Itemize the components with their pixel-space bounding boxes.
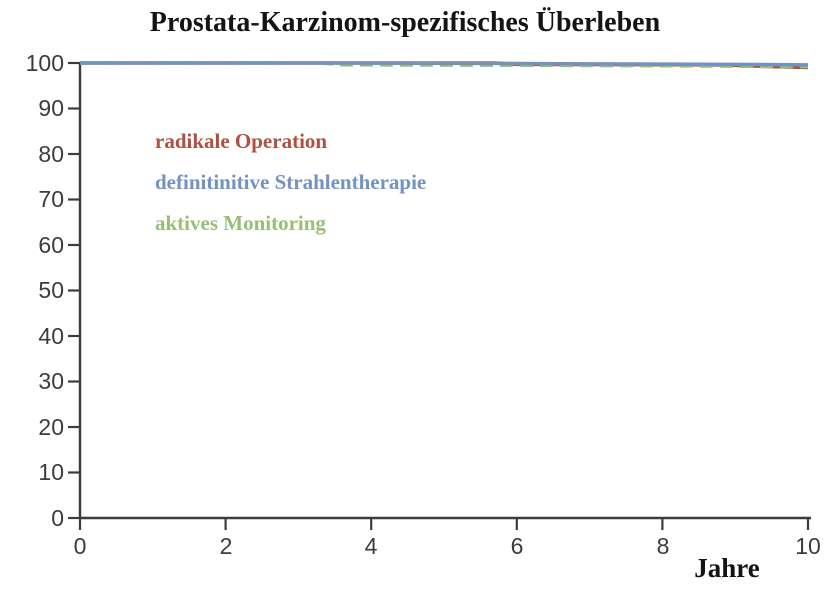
chart-title: Prostata-Karzinom-spezifisches Überleben [149,7,661,38]
y-tick-label: 90 [38,95,64,121]
x-axis-title: Jahre [694,553,760,583]
x-tick-label: 8 [656,533,670,559]
y-tick-label: 20 [38,414,64,440]
y-tick-label: 100 [25,50,64,76]
y-tick-label: 40 [38,323,64,349]
y-tick-label: 10 [38,459,64,485]
series-line-definitinitive-strahlentherapie [80,61,809,67]
x-tick-label: 2 [219,533,233,559]
y-tick-label: 80 [38,141,64,167]
y-tick-label: 0 [51,505,64,531]
x-tick-label: 6 [510,533,524,559]
y-tick-label: 30 [38,368,64,394]
legend-item-aktives-monitoring: aktives Monitoring [155,211,326,235]
x-tick-label: 10 [795,533,821,559]
y-tick-label: 70 [38,186,64,212]
x-tick-label: 4 [364,533,378,559]
legend-item-radikale-operation: radikale Operation [155,129,328,153]
y-tick-label: 50 [38,277,64,303]
legend: radikale Operation definitinitive Strahl… [155,121,426,244]
x-tick-label: 0 [73,533,87,559]
y-tick-label: 60 [38,232,64,258]
legend-item-definitive-strahlentherapie: definitinitive Strahlentherapie [155,170,427,194]
